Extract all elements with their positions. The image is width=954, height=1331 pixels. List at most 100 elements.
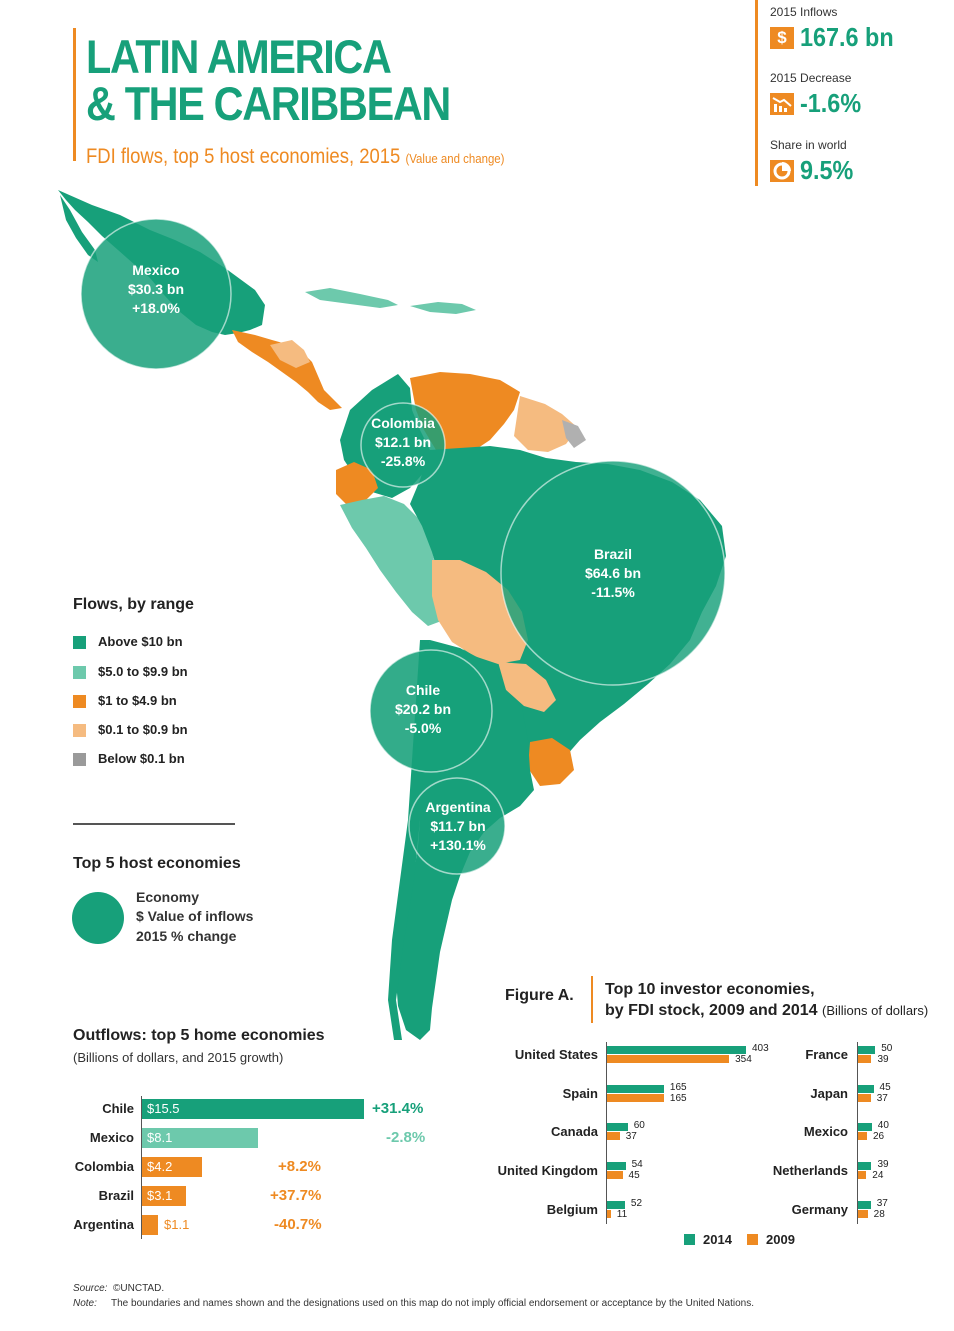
outflows-subtitle: (Billions of dollars, and 2015 growth): [73, 1050, 284, 1065]
legend-swatch: [684, 1234, 695, 1245]
figure-a-value-label: 11: [616, 1208, 628, 1220]
top5-key-line-value: $ Value of inflows: [136, 908, 254, 924]
bubble-label-argentina: Argentina $11.7 bn +130.1%: [388, 798, 528, 855]
dollar-icon: $: [770, 27, 794, 49]
figure-a-value-label: 28: [873, 1208, 885, 1220]
note-line: Note: The boundaries and names shown and …: [73, 1298, 754, 1309]
legend-label: $5.0 to $9.9 bn: [98, 664, 188, 679]
decrease-chart-icon: [770, 93, 794, 115]
outflows-axis: [141, 1096, 142, 1239]
figure-a-axis: [606, 1042, 607, 1224]
outflow-growth-label: +31.4%: [372, 1100, 424, 1117]
figure-a-country-label: Mexico: [803, 1124, 848, 1140]
figure-a-bar-2009: [858, 1171, 867, 1180]
top5-title: Top 5 host economies: [73, 855, 241, 872]
figure-a-legend-2014: 2014: [684, 1232, 732, 1247]
outflow-growth-label: +37.7%: [270, 1187, 322, 1204]
figure-a-country-label: Canada: [551, 1124, 598, 1140]
figure-a-rule: [591, 976, 593, 1023]
source-label: Source:: [73, 1283, 108, 1294]
top5-key-circle: [72, 892, 124, 944]
outflow-growth-label: +8.2%: [278, 1158, 321, 1175]
economy-value: $11.7 bn: [430, 818, 486, 834]
figure-a-title-line-1: Top 10 investor economies,: [605, 981, 815, 998]
stat-inflows-value: 167.6 bn: [800, 22, 894, 52]
note-label: Note:: [73, 1298, 97, 1309]
outflow-growth-label: -2.8%: [386, 1129, 426, 1146]
page-subtitle: FDI flows, top 5 host economies, 2015 (V…: [86, 145, 504, 169]
stat-share-label: Share in world: [770, 138, 847, 152]
figure-a-bar-2014: [858, 1084, 874, 1093]
figure-a-bar-2009: [607, 1093, 664, 1102]
legend-label: Above $10 bn: [98, 634, 183, 649]
stat-decrease-label: 2015 Decrease: [770, 71, 852, 85]
outflow-row: Chile $15.5 +31.4%: [0, 1099, 954, 1119]
economy-name: Chile: [405, 682, 441, 698]
map-region-peru: [340, 496, 446, 626]
stats-accent-rule: [755, 0, 758, 186]
figure-a-bar-2009: [858, 1209, 868, 1218]
economy-change: +130.1%: [430, 837, 486, 853]
map-region-bolivia: [432, 560, 528, 664]
figure-a-bar-2014: [858, 1123, 872, 1132]
figure-a-country-label: Japan: [810, 1085, 848, 1101]
figure-a-value-label: 45: [879, 1081, 891, 1093]
top5-key-line-economy: Economy: [136, 889, 200, 905]
figure-a-bar-2009: [858, 1093, 871, 1102]
outflow-value-label: $4.2: [147, 1159, 173, 1174]
figure-a-title-line-2-text: by FDI stock, 2009 and 2014: [605, 1002, 818, 1019]
outflow-row: Brazil $3.1 +37.7%: [0, 1186, 954, 1206]
figure-a-country-label: France: [805, 1047, 848, 1062]
map-region-guiana-grey: [562, 420, 586, 448]
pie-share-icon: [770, 160, 794, 182]
figure-a-bar-2009: [607, 1132, 620, 1141]
figure-a-bar-2014: [607, 1123, 628, 1132]
economy-value: $64.6 bn: [584, 565, 642, 581]
figure-a-country-label: United Kingdom: [497, 1163, 598, 1179]
figure-a-bar-2014: [858, 1162, 872, 1171]
outflow-value-label: $1.1: [164, 1217, 190, 1232]
figure-a-bar-2009: [858, 1055, 872, 1063]
title-line-1: LATIN AMERICA: [86, 30, 392, 83]
bubble-label-chile: Chile $20.2 bn -5.0%: [353, 681, 493, 738]
subtitle-note: (Value and change): [405, 151, 505, 166]
outflow-country-label: Brazil: [98, 1188, 134, 1203]
legend-swatch: [73, 724, 86, 737]
figure-a-bar-2009: [607, 1055, 730, 1063]
figure-a-bar-2014: [607, 1162, 626, 1171]
outflow-country-label: Mexico: [89, 1130, 134, 1145]
figure-a-value-label: 403: [752, 1043, 769, 1054]
legend-label: $0.1 to $0.9 bn: [98, 722, 188, 737]
economy-name: Mexico: [132, 262, 180, 278]
figure-a-value-label: 40: [877, 1120, 889, 1132]
outflows-title: Outflows: top 5 home economies: [73, 1027, 325, 1044]
map-region-caribbean: [305, 288, 398, 308]
figure-a-bar-2014: [607, 1084, 664, 1093]
figure-a-legend-2009: 2009: [747, 1232, 795, 1247]
subtitle-text: FDI flows, top 5 host economies, 2015: [86, 145, 401, 168]
stat-decrease-value: -1.6%: [800, 88, 862, 118]
figure-a-bar-2014: [607, 1046, 746, 1054]
figure-a-country-label: Spain: [562, 1085, 598, 1101]
title-line-2: & THE CARIBBEAN: [86, 77, 451, 130]
figure-a-country-label: United States: [514, 1047, 598, 1062]
economy-name: Brazil: [593, 546, 633, 562]
top5-key-line-change: 2015 % change: [136, 928, 237, 944]
outflow-bar: [142, 1099, 364, 1119]
figure-a-bar-2009: [607, 1171, 623, 1180]
outflow-bar: [142, 1128, 258, 1148]
economy-name: Argentina: [425, 799, 491, 815]
figure-a-value-label: 39: [877, 1054, 889, 1065]
map-region-central-light: [270, 340, 310, 368]
economy-value: $12.1 bn: [374, 434, 432, 450]
legend-swatch: [747, 1234, 758, 1245]
outflow-bar: [142, 1215, 158, 1235]
figure-a-bar-2009: [858, 1132, 867, 1141]
figure-a-title-line-2: by FDI stock, 2009 and 2014 (Billions of…: [605, 1000, 928, 1021]
map-region-guianas: [514, 396, 578, 452]
legend-swatch: [73, 753, 86, 766]
map-region-caribbean-2: [410, 302, 476, 314]
figure-a-value-label: 354: [735, 1054, 752, 1065]
map-region-baja: [60, 195, 98, 262]
figure-a-bar-2014: [858, 1046, 876, 1054]
